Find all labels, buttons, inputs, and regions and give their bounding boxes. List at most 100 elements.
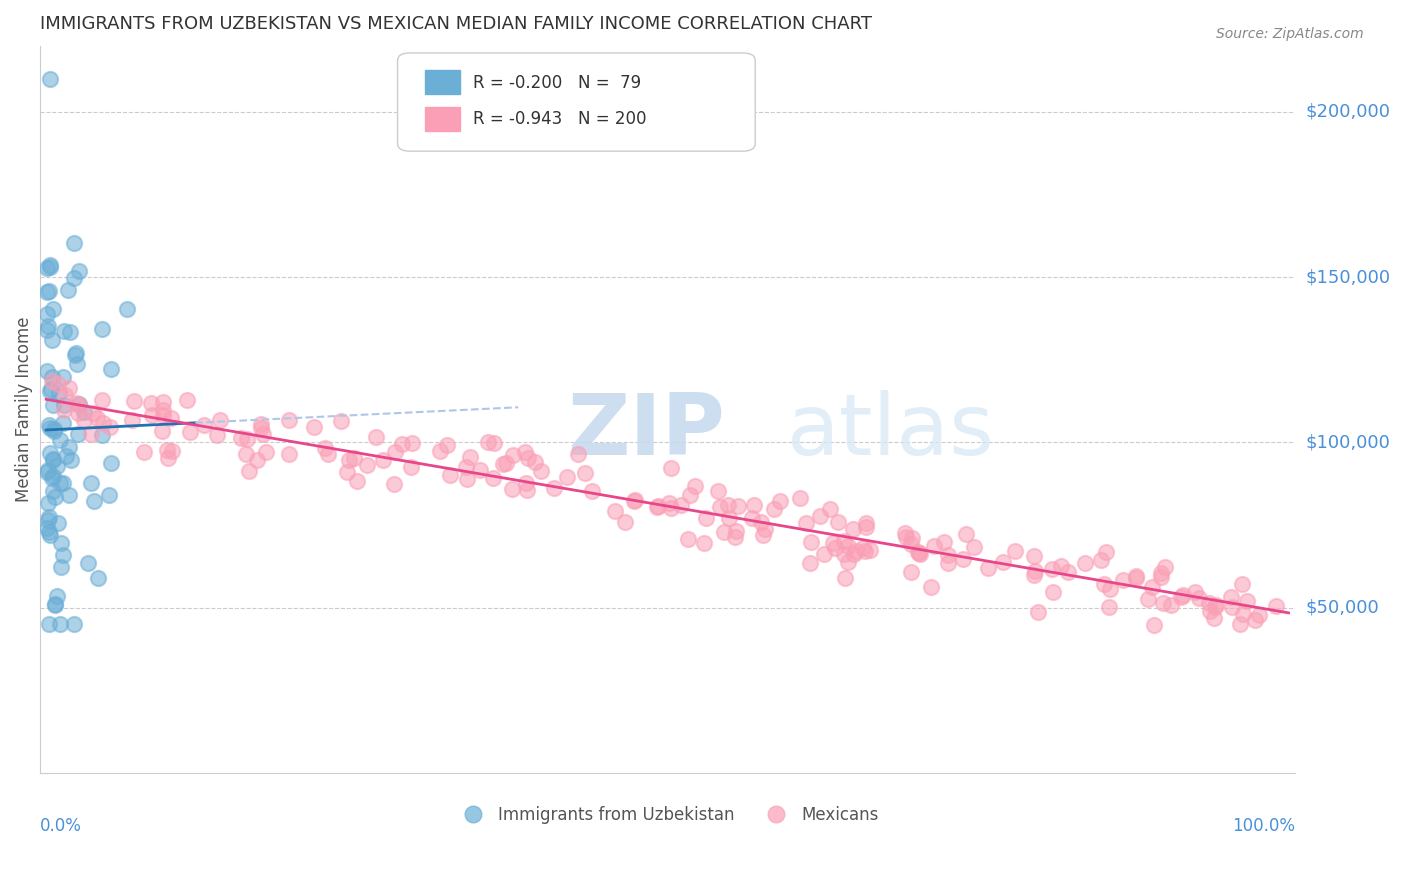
- Point: [530, 464, 553, 478]
- Point: [574, 466, 596, 480]
- Point: [468, 463, 491, 477]
- Point: [936, 549, 959, 563]
- Point: [1244, 613, 1267, 627]
- Point: [37, 323, 59, 337]
- Point: [842, 547, 865, 561]
- Point: [63, 348, 86, 362]
- Point: [41, 484, 63, 499]
- Point: [1022, 568, 1045, 582]
- Point: [179, 425, 201, 440]
- Point: [962, 540, 984, 554]
- Point: [48, 385, 70, 400]
- Point: [1125, 569, 1147, 583]
- Point: [794, 516, 817, 530]
- Point: [1160, 598, 1182, 612]
- Point: [80, 476, 103, 491]
- Point: [364, 430, 387, 444]
- Point: [855, 516, 877, 530]
- Point: [893, 526, 915, 541]
- Point: [1095, 545, 1118, 559]
- Point: [671, 498, 693, 512]
- Point: [523, 454, 546, 468]
- Point: [91, 321, 114, 335]
- Point: [481, 471, 503, 485]
- Text: 100.0%: 100.0%: [1232, 817, 1295, 835]
- Point: [42, 398, 65, 412]
- Point: [35, 465, 58, 479]
- Point: [894, 530, 917, 544]
- Point: [205, 428, 228, 442]
- Point: [991, 555, 1014, 569]
- Point: [152, 408, 174, 422]
- Point: [38, 524, 60, 539]
- Point: [754, 522, 776, 536]
- Point: [41, 471, 63, 485]
- Point: [77, 556, 100, 570]
- Point: [37, 512, 59, 526]
- Point: [581, 483, 603, 498]
- Point: [52, 369, 75, 384]
- Point: [1152, 596, 1174, 610]
- Point: [513, 445, 536, 459]
- Point: [744, 498, 766, 512]
- Point: [676, 532, 699, 546]
- Point: [176, 392, 198, 407]
- Point: [56, 283, 79, 297]
- Point: [1140, 580, 1163, 594]
- Point: [41, 334, 63, 348]
- Point: [808, 509, 831, 524]
- Point: [67, 397, 90, 411]
- Point: [49, 617, 72, 632]
- Point: [724, 524, 747, 538]
- Point: [37, 496, 59, 510]
- Point: [482, 436, 505, 450]
- Point: [910, 547, 932, 561]
- Point: [900, 565, 922, 579]
- Point: [842, 522, 865, 536]
- Point: [1153, 560, 1175, 574]
- Point: [1098, 600, 1121, 615]
- Text: IMMIGRANTS FROM UZBEKISTAN VS MEXICAN MEDIAN FAMILY INCOME CORRELATION CHART: IMMIGRANTS FROM UZBEKISTAN VS MEXICAN ME…: [39, 15, 872, 33]
- Point: [1184, 585, 1206, 599]
- Point: [659, 461, 682, 475]
- Point: [920, 580, 942, 594]
- Point: [39, 259, 62, 273]
- Point: [859, 542, 882, 557]
- Point: [436, 438, 458, 452]
- Point: [52, 416, 75, 430]
- Point: [39, 382, 62, 396]
- Point: [39, 527, 62, 541]
- Point: [1204, 600, 1226, 615]
- Point: [1204, 610, 1226, 624]
- Text: ZIP: ZIP: [567, 390, 724, 473]
- Point: [1112, 574, 1135, 588]
- Point: [834, 571, 856, 585]
- Point: [827, 515, 849, 529]
- Point: [229, 431, 252, 445]
- Point: [65, 396, 87, 410]
- Point: [59, 452, 82, 467]
- Point: [645, 500, 668, 514]
- Point: [49, 536, 72, 550]
- Point: [45, 589, 67, 603]
- Point: [853, 544, 876, 558]
- Point: [49, 559, 72, 574]
- Point: [852, 541, 875, 555]
- Point: [1232, 607, 1254, 621]
- Legend: Immigrants from Uzbekistan, Mexicans: Immigrants from Uzbekistan, Mexicans: [450, 799, 886, 830]
- Point: [122, 393, 145, 408]
- Point: [658, 496, 681, 510]
- Point: [356, 458, 378, 473]
- Point: [1026, 605, 1049, 619]
- Bar: [425, 70, 460, 95]
- Point: [557, 470, 579, 484]
- Point: [1024, 565, 1046, 579]
- Point: [683, 479, 706, 493]
- Point: [66, 406, 89, 420]
- Point: [647, 499, 669, 513]
- Point: [1092, 577, 1115, 591]
- Point: [605, 504, 627, 518]
- Point: [707, 484, 730, 499]
- Point: [952, 552, 974, 566]
- Point: [456, 472, 478, 486]
